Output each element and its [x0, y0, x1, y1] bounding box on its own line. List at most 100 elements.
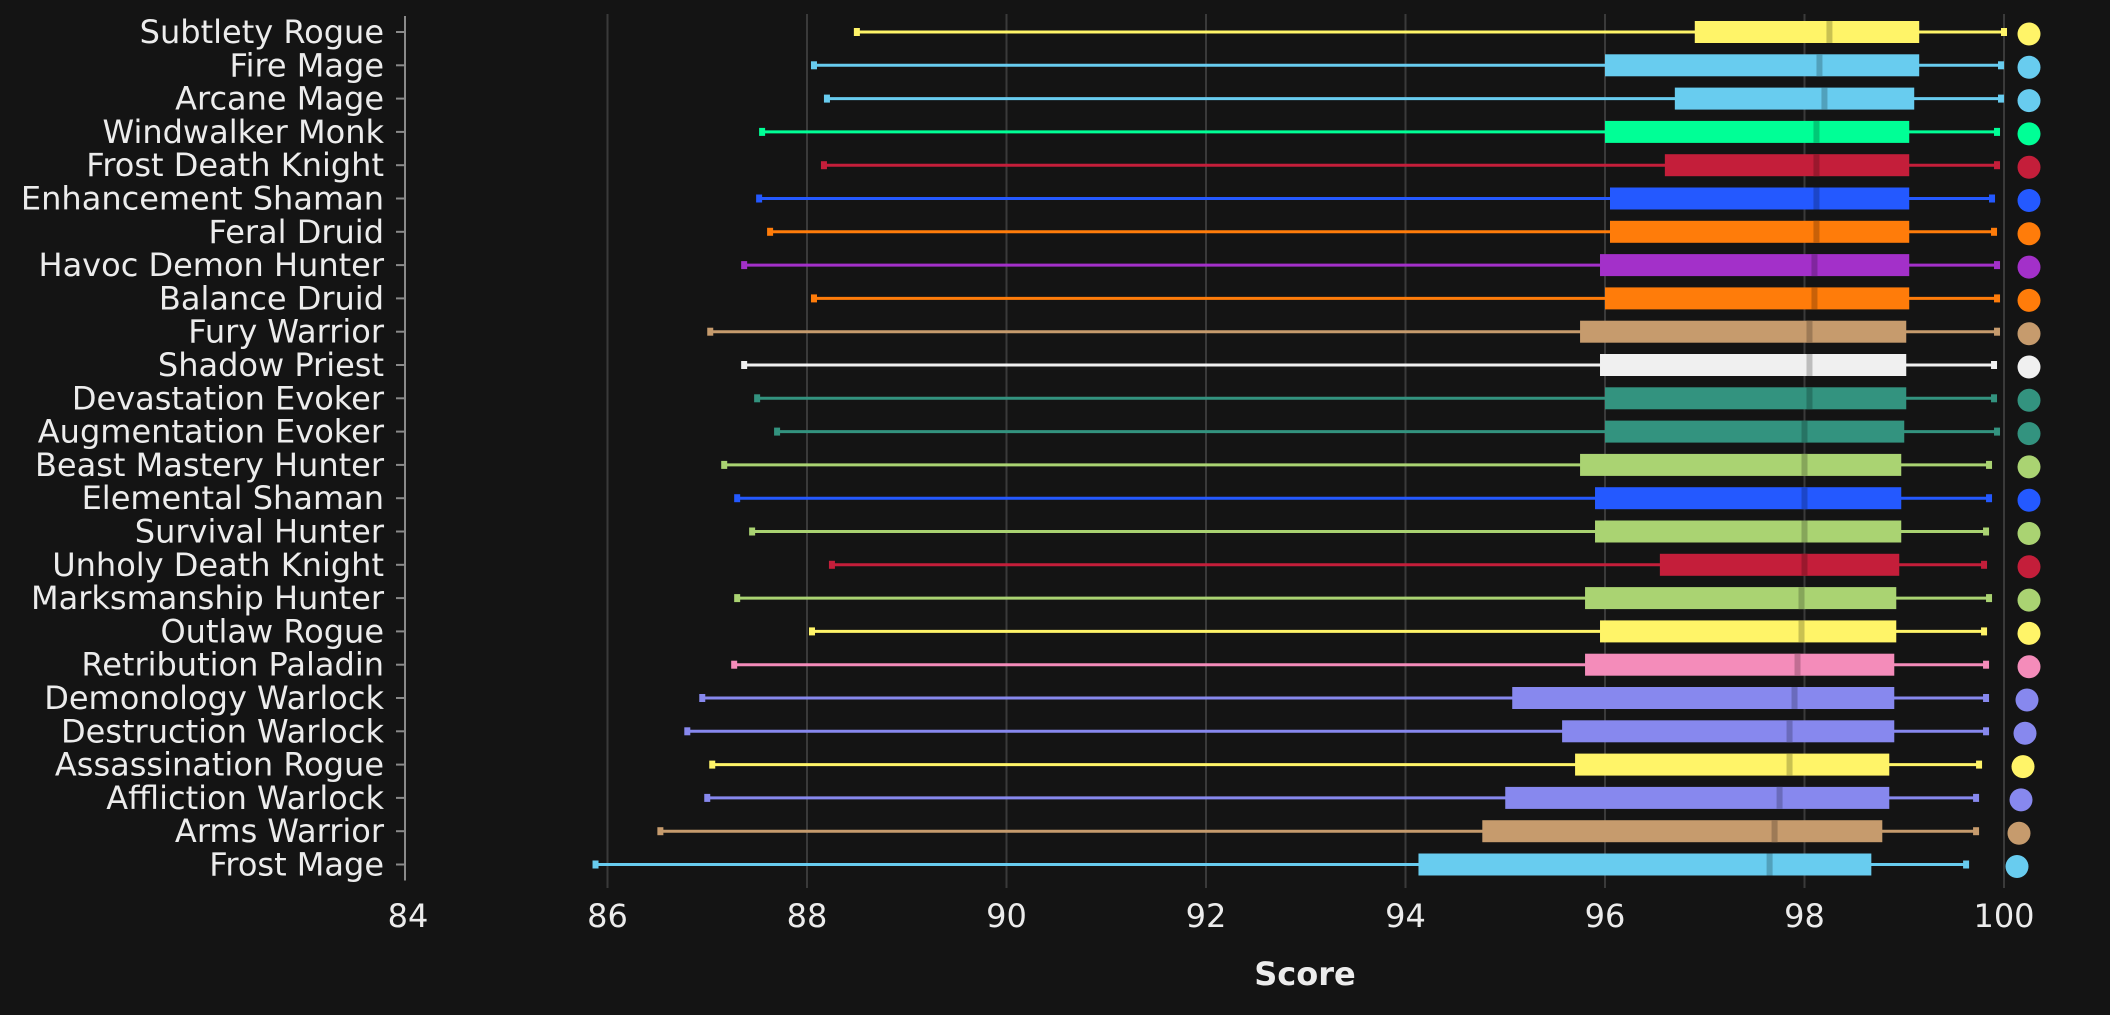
box-iqr [1605, 120, 1910, 143]
box-plot-fire-mage [810, 54, 2005, 77]
box-iqr [1512, 687, 1895, 709]
whisker-max-cap [1986, 494, 1993, 503]
whisker-min-cap [756, 194, 763, 203]
box-plot-marksmanship-hunter [734, 587, 1993, 610]
y-tick-label: Retribution Paladin [81, 646, 384, 684]
y-tick-label: Affliction Warlock [106, 779, 384, 817]
median-marker [1816, 54, 1823, 77]
whisker-max-cap [1983, 727, 1990, 736]
box-iqr [1600, 620, 1897, 643]
median-marker [1798, 620, 1805, 643]
box-iqr [1505, 786, 1890, 809]
y-tick-label: Demonology Warlock [44, 679, 384, 717]
y-tick-label: Feral Druid [209, 213, 384, 251]
median-marker [1798, 587, 1805, 610]
whisker-min-cap [820, 161, 827, 170]
y-tick-label: Survival Hunter [135, 513, 385, 551]
median-marker [1806, 320, 1813, 343]
box-iqr [1595, 520, 1902, 543]
series-color-dot [2017, 655, 2041, 679]
whisker-max-cap [1986, 460, 1993, 469]
x-tick-label: 86 [587, 897, 628, 935]
box-iqr [1609, 187, 1910, 210]
median-marker [1801, 453, 1808, 476]
x-tick-label: 98 [1784, 897, 1825, 935]
box-iqr [1562, 720, 1895, 743]
median-marker [1813, 120, 1820, 143]
box-iqr [1580, 320, 1907, 343]
median-marker [1813, 220, 1820, 243]
whisker-min-cap [731, 660, 738, 669]
whisker-max-cap [1981, 627, 1988, 636]
series-color-dot [2017, 288, 2041, 312]
x-tick-label: 90 [986, 897, 1027, 935]
y-tick-label: Fury Warrior [188, 313, 385, 351]
y-tick-label: Outlaw Rogue [160, 612, 384, 650]
whisker-max-cap [1983, 527, 1990, 536]
whisker-max-cap [1963, 860, 1970, 869]
x-axis-label: Score [1254, 955, 1355, 993]
series-color-dot [2015, 688, 2039, 712]
median-marker [1806, 387, 1813, 410]
box-iqr [1605, 54, 1920, 77]
median-marker [1806, 354, 1813, 376]
y-tick-label: Frost Death Knight [86, 146, 384, 184]
y-tick-label: Arms Warrior [175, 812, 385, 850]
series-color-dot [2017, 255, 2041, 279]
box-iqr [1580, 453, 1902, 476]
series-color-dot [2017, 189, 2041, 212]
whisker-max-cap [1994, 427, 2001, 436]
x-tick-label: 100 [1973, 897, 2034, 935]
median-marker [1766, 853, 1773, 876]
box-plot-retribution-paladin [731, 653, 1990, 676]
box-iqr [1575, 753, 1890, 776]
median-marker [1791, 687, 1798, 709]
whisker-max-cap [1973, 827, 1980, 836]
y-tick-label: Augmentation Evoker [38, 413, 385, 451]
whisker-max-cap [1983, 660, 1990, 669]
whisker-max-cap [1994, 294, 2001, 303]
whisker-min-cap [734, 594, 741, 603]
median-marker [1786, 753, 1793, 776]
legend-color-dots [2005, 22, 2041, 878]
box-plot-series [592, 21, 2007, 876]
whisker-max-cap [1991, 361, 1998, 369]
series-color-dot [2013, 721, 2037, 745]
whisker-max-cap [1994, 261, 2001, 270]
box-plot-shadow-priest [741, 354, 1998, 376]
box-plot-elemental-shaman [734, 487, 1993, 510]
median-marker [1821, 87, 1828, 110]
whisker-min-cap [734, 494, 741, 503]
y-tick-label: Windwalker Monk [103, 113, 385, 151]
box-plot-feral-druid [767, 220, 1998, 243]
series-color-dot [2017, 588, 2041, 612]
series-color-dot [2017, 621, 2041, 645]
whisker-min-cap [684, 727, 691, 736]
box-iqr [1585, 587, 1897, 610]
whisker-min-cap [707, 327, 714, 336]
whisker-max-cap [1983, 694, 1990, 702]
box-plot-survival-hunter [749, 520, 1990, 543]
whisker-max-cap [1998, 94, 2005, 103]
y-tick-label: Balance Druid [159, 279, 384, 317]
y-tick-label: Subtlety Rogue [140, 13, 384, 51]
y-tick-label: Destruction Warlock [61, 712, 384, 750]
series-color-dot [2007, 821, 2031, 845]
box-plot-windwalker-monk [759, 120, 2001, 143]
box-iqr [1600, 354, 1907, 376]
whisker-min-cap [704, 793, 711, 802]
whisker-min-cap [810, 61, 817, 70]
box-iqr [1609, 220, 1910, 243]
box-iqr [1694, 21, 1920, 43]
whisker-min-cap [853, 28, 860, 36]
median-marker [1801, 420, 1808, 443]
box-plot-arms-warrior [657, 820, 1980, 843]
box-plot-outlaw-rogue [808, 620, 1988, 643]
series-color-dot [2017, 388, 2041, 412]
whisker-min-cap [754, 394, 761, 403]
x-tick-label: 92 [1186, 897, 1227, 935]
whisker-min-cap [808, 627, 815, 636]
median-marker [1801, 487, 1808, 510]
